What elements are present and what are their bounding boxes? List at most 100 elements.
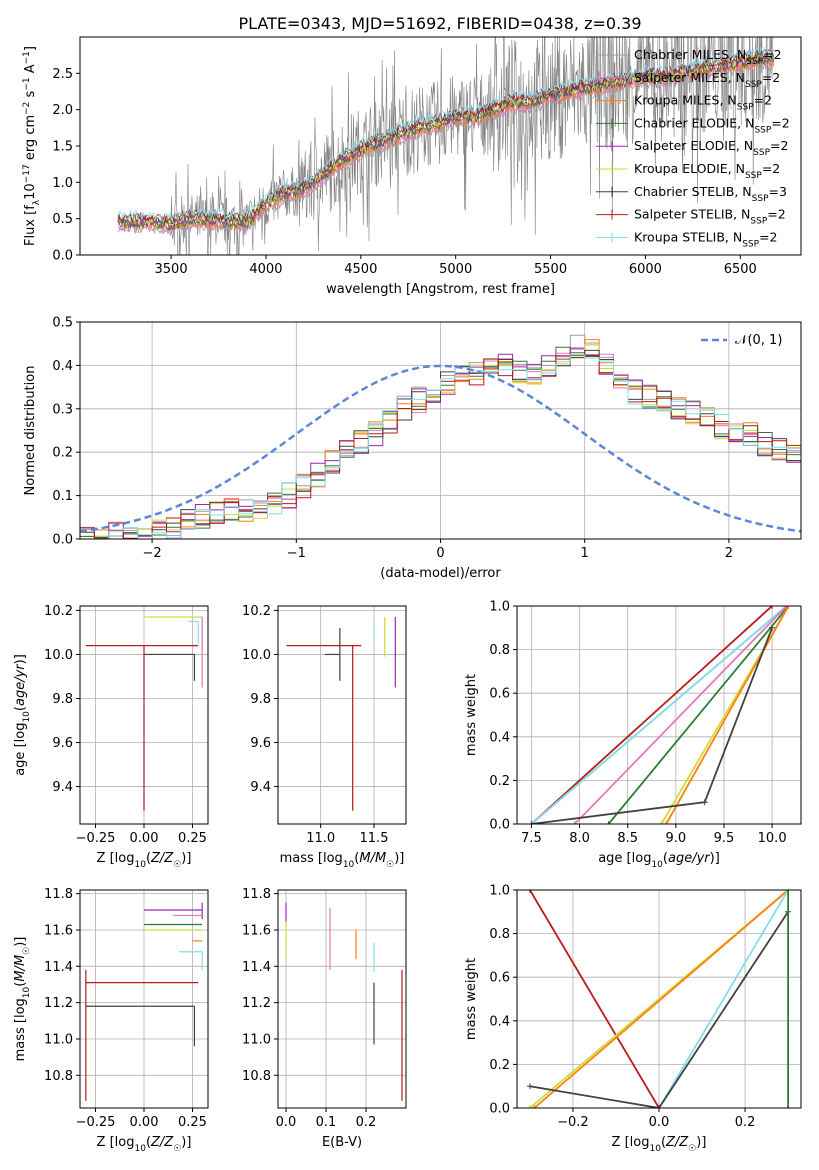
y-tick-label: 11.4 <box>44 960 73 975</box>
x-tick-label: 3500 <box>155 262 188 277</box>
x-tick-label: 1 <box>581 546 589 561</box>
figure-title: PLATE=0343, MJD=51692, FIBERID=0438, z=0… <box>238 14 641 33</box>
y-tick-label: 9.4 <box>52 780 73 795</box>
weight-marker <box>701 799 708 806</box>
y-axis-label: mass [log10(M/M☉)] <box>13 937 32 1062</box>
x-tick-label: 10.0 <box>758 831 787 846</box>
legend-entry: Chabrier ELODIE, NSSP=2 <box>634 115 790 135</box>
panel-mass_vs_Z: −0.25 0.00 0.25 10.8 11.0 11.2 11.4 11.6 11.8 Z [… <box>13 887 209 1154</box>
x-tick-label: 11.5 <box>360 831 389 846</box>
panel-age_vs_Z: −0.25 0.00 0.25 9.4 9.6 9.8 10.0 10.2 Z [log10(Z… <box>13 604 209 870</box>
y-tick-label: 0.4 <box>52 359 73 374</box>
axes-frame <box>516 889 802 1109</box>
legend-entry: Chabrier MILES, NSSP=2 <box>634 47 782 67</box>
x-tick-label: 6000 <box>629 262 662 277</box>
y-tick-label: 1.0 <box>52 176 73 191</box>
x-axis-label: age [log10(age/yr)] <box>598 851 720 870</box>
y-tick-label: 10.2 <box>44 604 73 619</box>
x-tick-label: 9.0 <box>666 831 687 846</box>
weight-marker <box>656 1105 662 1108</box>
weight-line-chabrier_stelib <box>529 911 789 1108</box>
y-axis-label: Normed distribution <box>23 366 38 496</box>
y-tick-label: 10.8 <box>44 1069 73 1084</box>
x-tick-label: 8.0 <box>569 831 590 846</box>
panel-age_vs_mass: 11.0 11.5 9.4 9.6 9.8 10.0 10.2 mass [log10(M/M… <box>242 604 407 870</box>
plot-area <box>528 606 792 824</box>
axes-frame <box>79 36 802 256</box>
x-axis-label: Z [log10(Z/Z☉)] <box>97 1135 192 1154</box>
plot-area <box>117 37 775 255</box>
legend-entry: Kroupa ELODIE, NSSP=2 <box>634 161 780 181</box>
x-tick-label: 0.00 <box>130 1115 159 1130</box>
weight-marker <box>785 1105 792 1108</box>
x-tick-label: 0.1 <box>316 1115 337 1130</box>
residual-histogram-salpeter_elodie <box>80 348 801 539</box>
weight-marker <box>785 606 792 609</box>
weight-marker <box>785 890 792 893</box>
y-tick-label: 0.3 <box>52 402 73 417</box>
x-tick-label: −1 <box>287 546 306 561</box>
plot-area <box>285 902 403 1101</box>
y-axis-label: mass weight <box>464 958 479 1040</box>
panel-weight_vs_age: 7.5 8.0 8.5 9.0 9.5 10.0 0.0 0.2 0.4 0.6 0.8 1.0 age… <box>464 600 802 870</box>
y-axis-label: mass weight <box>464 674 479 756</box>
y-tick-label: 9.6 <box>52 736 73 751</box>
weight-marker <box>658 821 665 824</box>
plot-area <box>80 334 801 539</box>
weight-marker <box>769 606 776 609</box>
y-tick-label: 0.8 <box>489 643 510 658</box>
y-tick-label: 0.1 <box>52 489 73 504</box>
x-tick-label: −0.2 <box>557 1115 589 1130</box>
model-spectrum-salpeter_stelib <box>117 48 774 222</box>
axes-frame <box>277 889 407 1109</box>
residual-histogram-kroupa_stelib <box>80 354 801 539</box>
y-tick-label: 0.5 <box>52 212 73 227</box>
x-axis-label: mass [log10(M/M☉)] <box>280 851 405 870</box>
weight-marker <box>528 821 535 824</box>
x-tick-label: 0.25 <box>178 1115 207 1130</box>
y-tick-label: 9.8 <box>52 692 73 707</box>
observed-spectrum <box>117 37 775 255</box>
weight-marker <box>531 1105 538 1108</box>
y-tick-label: 11.4 <box>242 960 271 975</box>
x-axis-label: (data-model)/error <box>380 566 501 581</box>
model-spectrum-chabrier_stelib <box>117 51 775 225</box>
y-tick-label: 11.0 <box>242 1032 271 1047</box>
weight-line-kroupa_miles <box>533 890 789 1108</box>
weight-line-chabrier_elodie <box>607 606 790 824</box>
y-tick-label: 0.2 <box>52 446 73 461</box>
y-tick-label: 0.0 <box>489 1102 510 1117</box>
legend-entry: Kroupa MILES, NSSP=2 <box>634 93 772 113</box>
x-tick-label: 11.0 <box>306 831 335 846</box>
y-tick-label: 11.6 <box>242 923 271 938</box>
y-tick-label: 1.5 <box>52 140 73 155</box>
y-tick-label: 0.8 <box>489 927 510 942</box>
y-tick-label: 11.2 <box>242 996 271 1011</box>
legend-entry: Salpeter MILES, NSSP=2 <box>634 70 780 90</box>
x-tick-label: 0.2 <box>735 1115 756 1130</box>
residual-histogram-salpeter_stelib <box>80 355 801 539</box>
legend-entry: Salpeter ELODIE, NSSP=2 <box>634 138 788 158</box>
normal-curve <box>80 364 801 533</box>
legend-entry: Salpeter STELIB, NSSP=2 <box>634 207 786 227</box>
plot-area <box>85 902 203 1101</box>
weight-marker <box>526 1083 533 1090</box>
y-tick-label: 9.6 <box>250 736 271 751</box>
weight-line-salpeter_miles <box>574 606 788 824</box>
y-tick-label: 0.6 <box>489 971 510 986</box>
x-tick-label: 8.5 <box>617 831 638 846</box>
x-tick-label: 9.5 <box>714 831 735 846</box>
x-tick-label: 5500 <box>534 262 567 277</box>
y-tick-label: 2.5 <box>52 67 73 82</box>
weight-line-kroupa_stelib <box>530 606 788 824</box>
x-axis-label: Z [log10(Z/Z☉)] <box>612 1135 707 1154</box>
x-tick-label: 0.0 <box>649 1115 670 1130</box>
y-tick-label: 10.8 <box>242 1069 271 1084</box>
y-tick-label: 0.2 <box>489 774 510 789</box>
y-tick-label: 11.8 <box>242 887 271 902</box>
y-tick-label: 10.2 <box>242 604 271 619</box>
y-axis-label: age [log10(age/yr)] <box>13 654 32 776</box>
plot-area <box>286 617 396 811</box>
x-tick-label: −0.25 <box>76 1115 116 1130</box>
x-axis-label: E(B-V) <box>322 1135 362 1150</box>
